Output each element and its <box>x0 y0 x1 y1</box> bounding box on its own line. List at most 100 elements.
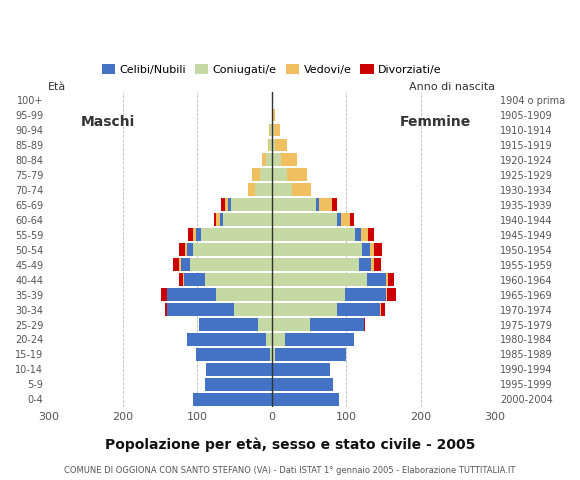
Bar <box>181 258 190 271</box>
Bar <box>271 318 310 331</box>
Bar <box>268 139 269 151</box>
Bar <box>310 318 364 331</box>
Bar <box>276 139 287 151</box>
Bar <box>201 228 271 241</box>
Bar <box>271 303 337 316</box>
Bar <box>165 303 168 316</box>
Bar <box>194 393 271 406</box>
Bar <box>367 274 386 286</box>
Bar <box>337 214 341 226</box>
Bar <box>345 288 386 300</box>
Bar <box>224 198 229 211</box>
Bar <box>179 274 183 286</box>
Bar <box>274 123 280 136</box>
Bar <box>269 139 271 151</box>
Bar <box>194 228 195 241</box>
Bar <box>221 198 224 211</box>
Bar <box>179 243 185 256</box>
Bar <box>183 274 184 286</box>
Bar <box>285 333 354 346</box>
Bar <box>184 274 205 286</box>
Bar <box>350 214 354 226</box>
Bar <box>364 318 365 331</box>
Bar <box>255 183 271 196</box>
Bar <box>271 183 292 196</box>
Bar <box>271 258 360 271</box>
Bar <box>223 214 271 226</box>
Bar <box>168 303 234 316</box>
Bar <box>199 318 258 331</box>
Bar <box>271 393 339 406</box>
Bar <box>219 214 223 226</box>
Bar <box>195 228 201 241</box>
Bar <box>337 303 380 316</box>
Bar <box>271 123 274 136</box>
Bar <box>316 198 318 211</box>
Text: Anno di nascita: Anno di nascita <box>409 82 495 92</box>
Bar <box>270 123 271 136</box>
Bar <box>173 258 179 271</box>
Text: Popolazione per età, sesso e stato civile - 2005: Popolazione per età, sesso e stato civil… <box>105 437 475 452</box>
Bar <box>248 183 255 196</box>
Bar <box>271 168 287 181</box>
Bar <box>194 243 271 256</box>
Bar <box>362 243 370 256</box>
Bar <box>270 348 271 360</box>
Bar <box>271 198 316 211</box>
Bar <box>271 139 275 151</box>
Bar <box>374 258 381 271</box>
Bar <box>161 288 166 300</box>
Text: Femmine: Femmine <box>400 115 471 129</box>
Bar <box>187 243 194 256</box>
Bar <box>374 243 382 256</box>
Bar <box>271 378 333 391</box>
Bar <box>371 258 374 271</box>
Bar <box>271 333 285 346</box>
Text: Età: Età <box>48 82 67 92</box>
Bar <box>166 288 168 300</box>
Bar <box>213 214 216 226</box>
Bar <box>260 168 271 181</box>
Bar <box>269 123 270 136</box>
Bar <box>262 154 266 166</box>
Bar <box>271 228 355 241</box>
Bar <box>368 228 374 241</box>
Bar <box>231 198 271 211</box>
Bar <box>271 274 367 286</box>
Bar <box>370 243 374 256</box>
Bar <box>271 243 362 256</box>
Bar <box>380 303 381 316</box>
Bar <box>292 183 311 196</box>
Bar <box>206 363 271 376</box>
Bar <box>361 228 368 241</box>
Bar <box>229 198 231 211</box>
Bar <box>271 214 337 226</box>
Bar <box>387 288 396 300</box>
Bar <box>388 274 394 286</box>
Bar <box>266 154 271 166</box>
Bar <box>287 168 307 181</box>
Bar <box>266 333 271 346</box>
Bar <box>332 198 337 211</box>
Bar <box>185 243 187 256</box>
Bar <box>216 288 271 300</box>
Bar <box>341 214 350 226</box>
Bar <box>205 378 271 391</box>
Bar <box>318 198 332 211</box>
Bar <box>273 108 276 121</box>
Text: COMUNE DI OGGIONA CON SANTO STEFANO (VA) - Dati ISTAT 1° gennaio 2005 - Elaboraz: COMUNE DI OGGIONA CON SANTO STEFANO (VA)… <box>64 466 516 475</box>
Bar <box>386 274 388 286</box>
Bar <box>187 333 266 346</box>
Bar <box>258 318 271 331</box>
Bar <box>355 228 361 241</box>
Bar <box>234 303 271 316</box>
Legend: Celibi/Nubili, Coniugati/e, Vedovi/e, Divorziati/e: Celibi/Nubili, Coniugati/e, Vedovi/e, Di… <box>97 60 446 79</box>
Bar <box>179 258 181 271</box>
Bar <box>360 258 371 271</box>
Bar <box>281 154 297 166</box>
Text: Maschi: Maschi <box>81 115 135 129</box>
Bar <box>386 288 387 300</box>
Bar <box>276 348 346 360</box>
Bar <box>381 303 385 316</box>
Bar <box>195 348 270 360</box>
